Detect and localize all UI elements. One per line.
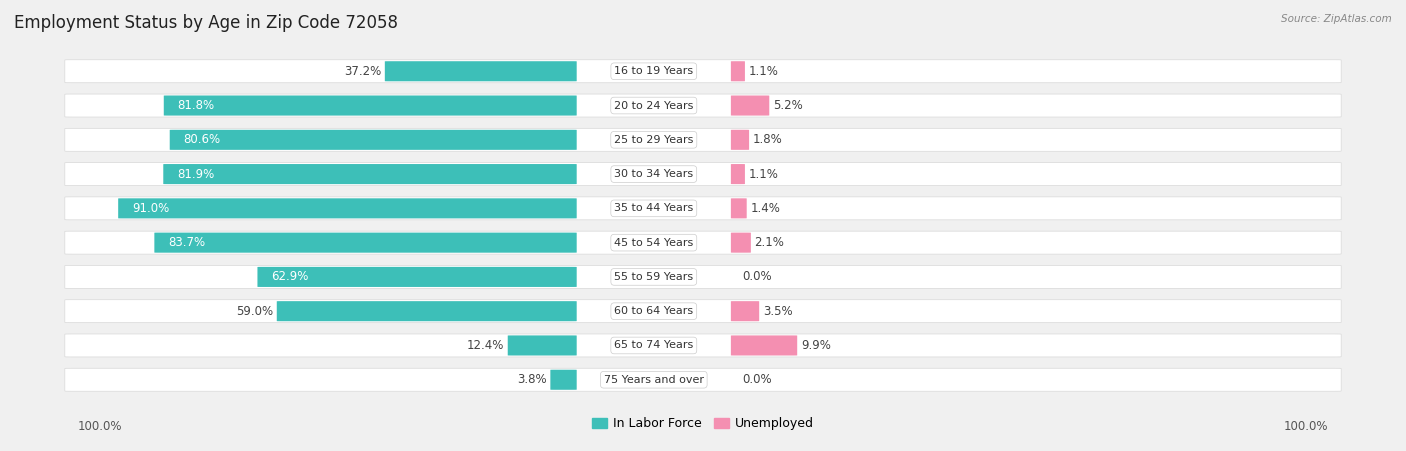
Text: 5.2%: 5.2% (773, 99, 803, 112)
FancyBboxPatch shape (65, 231, 1341, 254)
Text: 30 to 34 Years: 30 to 34 Years (614, 169, 693, 179)
Text: 45 to 54 Years: 45 to 54 Years (614, 238, 693, 248)
FancyBboxPatch shape (65, 266, 1341, 288)
Text: 100.0%: 100.0% (1284, 420, 1329, 433)
Text: 16 to 19 Years: 16 to 19 Years (614, 66, 693, 76)
Text: 1.1%: 1.1% (748, 168, 779, 180)
Text: 2.1%: 2.1% (755, 236, 785, 249)
FancyBboxPatch shape (731, 233, 751, 253)
Text: 100.0%: 100.0% (77, 420, 122, 433)
Text: 65 to 74 Years: 65 to 74 Years (614, 341, 693, 350)
Text: 1.1%: 1.1% (748, 65, 779, 78)
Text: 55 to 59 Years: 55 to 59 Years (614, 272, 693, 282)
Text: 12.4%: 12.4% (467, 339, 503, 352)
FancyBboxPatch shape (508, 336, 576, 355)
FancyBboxPatch shape (65, 163, 1341, 185)
FancyBboxPatch shape (731, 96, 769, 115)
FancyBboxPatch shape (731, 61, 745, 81)
FancyBboxPatch shape (163, 96, 576, 115)
FancyBboxPatch shape (277, 301, 576, 321)
FancyBboxPatch shape (65, 129, 1341, 151)
FancyBboxPatch shape (65, 334, 1341, 357)
FancyBboxPatch shape (65, 197, 1341, 220)
Text: 3.5%: 3.5% (763, 305, 793, 318)
Text: 35 to 44 Years: 35 to 44 Years (614, 203, 693, 213)
FancyBboxPatch shape (65, 300, 1341, 322)
Text: 80.6%: 80.6% (184, 133, 221, 146)
FancyBboxPatch shape (65, 60, 1341, 83)
FancyBboxPatch shape (170, 130, 576, 150)
Text: 1.4%: 1.4% (751, 202, 780, 215)
FancyBboxPatch shape (731, 336, 797, 355)
FancyBboxPatch shape (731, 301, 759, 321)
Text: 37.2%: 37.2% (344, 65, 381, 78)
Text: 1.8%: 1.8% (752, 133, 783, 146)
Text: 0.0%: 0.0% (742, 271, 772, 283)
FancyBboxPatch shape (118, 198, 576, 218)
Text: 91.0%: 91.0% (132, 202, 169, 215)
FancyBboxPatch shape (257, 267, 576, 287)
FancyBboxPatch shape (731, 164, 745, 184)
FancyBboxPatch shape (155, 233, 576, 253)
FancyBboxPatch shape (385, 61, 576, 81)
Text: Employment Status by Age in Zip Code 72058: Employment Status by Age in Zip Code 720… (14, 14, 398, 32)
FancyBboxPatch shape (65, 94, 1341, 117)
Text: 62.9%: 62.9% (271, 271, 308, 283)
Text: 59.0%: 59.0% (236, 305, 273, 318)
FancyBboxPatch shape (65, 368, 1341, 391)
Text: 83.7%: 83.7% (169, 236, 205, 249)
Text: 81.9%: 81.9% (177, 168, 214, 180)
Text: 3.8%: 3.8% (517, 373, 547, 386)
Text: 20 to 24 Years: 20 to 24 Years (614, 101, 693, 110)
Text: 60 to 64 Years: 60 to 64 Years (614, 306, 693, 316)
FancyBboxPatch shape (731, 198, 747, 218)
FancyBboxPatch shape (163, 164, 576, 184)
FancyBboxPatch shape (731, 130, 749, 150)
Text: Source: ZipAtlas.com: Source: ZipAtlas.com (1281, 14, 1392, 23)
Text: 75 Years and over: 75 Years and over (603, 375, 704, 385)
Text: 81.8%: 81.8% (177, 99, 215, 112)
Legend: In Labor Force, Unemployed: In Labor Force, Unemployed (586, 412, 820, 435)
Text: 0.0%: 0.0% (742, 373, 772, 386)
FancyBboxPatch shape (550, 370, 576, 390)
Text: 25 to 29 Years: 25 to 29 Years (614, 135, 693, 145)
Text: 9.9%: 9.9% (801, 339, 831, 352)
